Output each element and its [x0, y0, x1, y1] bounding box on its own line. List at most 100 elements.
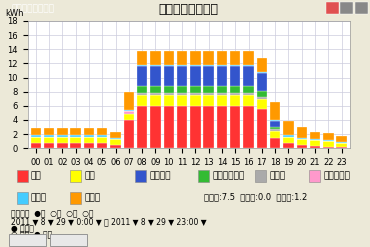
Bar — [270, 138, 280, 148]
Bar — [150, 106, 161, 148]
Bar — [297, 145, 307, 148]
Bar — [137, 51, 147, 65]
Bar — [164, 86, 174, 93]
Bar — [84, 143, 94, 148]
Bar — [257, 97, 267, 99]
Bar — [283, 121, 294, 135]
Bar — [84, 135, 94, 137]
Bar — [44, 143, 54, 148]
Text: CSV出力: CSV出力 — [56, 235, 81, 244]
Bar — [230, 51, 240, 65]
Bar — [270, 120, 280, 121]
Bar — [164, 95, 174, 106]
Bar — [150, 51, 161, 65]
Bar — [336, 136, 347, 142]
Bar — [164, 93, 174, 95]
Bar — [230, 66, 240, 86]
Bar — [97, 135, 107, 137]
Bar — [177, 51, 187, 65]
Bar — [217, 106, 227, 148]
Bar — [164, 66, 174, 86]
Bar — [137, 95, 147, 106]
Bar — [150, 65, 161, 66]
Bar — [243, 95, 254, 106]
Bar — [326, 1, 339, 14]
Bar — [297, 138, 307, 139]
Text: 複合機: 複合機 — [269, 171, 286, 180]
Bar — [217, 95, 227, 106]
Bar — [257, 109, 267, 148]
Bar — [217, 51, 227, 65]
Bar — [243, 93, 254, 95]
Bar — [97, 128, 107, 135]
Bar — [243, 51, 254, 65]
Bar — [310, 141, 320, 146]
Bar — [204, 93, 214, 95]
Text: 最大値:7.5  最小値:0.0  平均値:1.2: 最大値:7.5 最小値:0.0 平均値:1.2 — [204, 192, 307, 201]
Text: ● 電力量: ● 電力量 — [11, 225, 34, 234]
Bar — [230, 95, 240, 106]
Bar — [177, 106, 187, 148]
Bar — [177, 95, 187, 106]
Bar — [190, 106, 201, 148]
Bar — [230, 86, 240, 93]
Bar — [323, 147, 334, 148]
Bar — [283, 135, 294, 137]
Bar — [323, 141, 334, 147]
Text: 冷蔵庫: 冷蔵庫 — [31, 193, 47, 202]
Text: ディスプレイ: ディスプレイ — [212, 171, 244, 180]
Text: 却下エリア電力量: 却下エリア電力量 — [11, 4, 54, 13]
Bar — [310, 146, 320, 148]
Bar — [57, 128, 67, 135]
Bar — [257, 58, 267, 72]
Bar — [150, 86, 161, 93]
Bar — [190, 95, 201, 106]
Bar — [336, 143, 347, 147]
Bar — [150, 66, 161, 86]
Bar — [177, 66, 187, 86]
Bar — [230, 106, 240, 148]
Bar — [190, 66, 201, 86]
Bar — [270, 121, 280, 127]
Bar — [217, 93, 227, 95]
Bar — [190, 86, 201, 93]
Bar — [217, 66, 227, 86]
Bar — [204, 106, 214, 148]
Bar — [323, 133, 334, 140]
Bar — [177, 86, 187, 93]
Bar — [70, 135, 81, 137]
Bar — [57, 137, 67, 143]
Bar — [190, 93, 201, 95]
Bar — [243, 86, 254, 93]
Bar — [84, 128, 94, 135]
Bar — [57, 135, 67, 137]
Bar — [217, 65, 227, 66]
Bar — [31, 137, 41, 143]
Bar — [243, 65, 254, 66]
Bar — [283, 143, 294, 148]
Bar — [137, 106, 147, 148]
Bar — [164, 65, 174, 66]
Bar — [84, 137, 94, 143]
Bar — [124, 120, 134, 148]
Bar — [31, 143, 41, 148]
Text: ○ 比較  ● 累算: ○ 比較 ● 累算 — [11, 231, 52, 240]
Bar — [137, 66, 147, 86]
Bar — [177, 65, 187, 66]
Text: 空調: 空調 — [31, 171, 41, 180]
Bar — [137, 93, 147, 95]
Bar — [190, 65, 201, 66]
Bar — [110, 139, 121, 145]
Bar — [310, 139, 320, 141]
Text: 表示単位  ●時  ○日  ○月  ○年: 表示単位 ●時 ○日 ○月 ○年 — [11, 209, 94, 218]
Bar — [270, 130, 280, 138]
Bar — [204, 66, 214, 86]
Bar — [44, 128, 54, 135]
Bar — [164, 51, 174, 65]
Bar — [323, 140, 334, 141]
Bar — [137, 65, 147, 66]
Bar — [204, 86, 214, 93]
Bar — [230, 65, 240, 66]
Bar — [270, 127, 280, 129]
Bar — [164, 106, 174, 148]
